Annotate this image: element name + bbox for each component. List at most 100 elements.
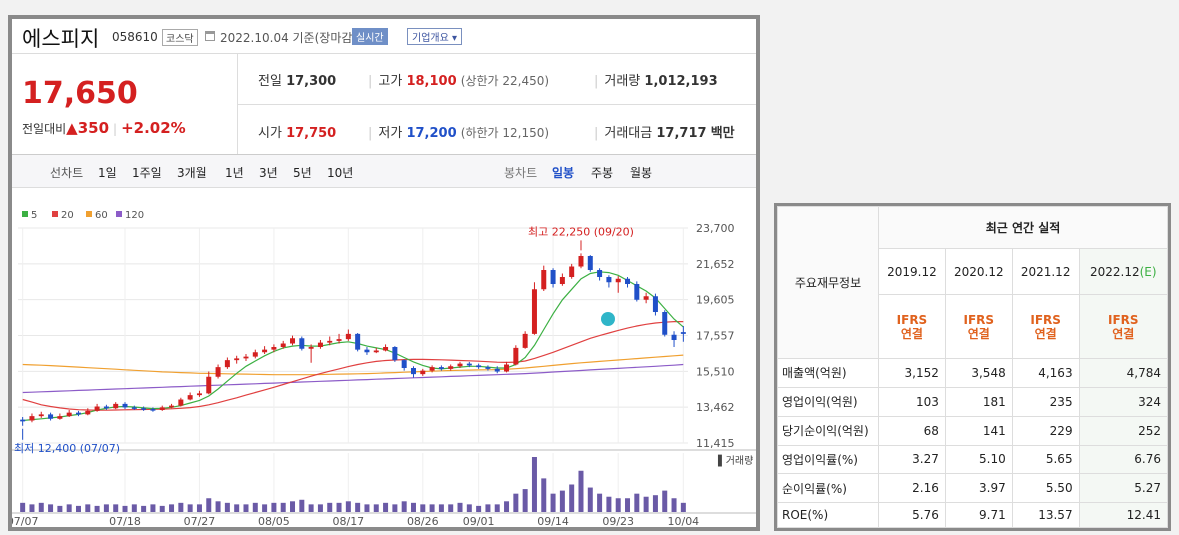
table-cell: 4,784	[1078, 357, 1169, 388]
low-price: | 저가 17,200 (하한가 12,150)	[368, 126, 550, 141]
candle-body	[252, 352, 258, 357]
candle-body	[159, 407, 165, 411]
amount-label: 거래대금	[604, 126, 653, 141]
volume-bar	[345, 501, 351, 512]
candle-body	[94, 406, 100, 411]
y-tick-label: 23,700	[696, 222, 735, 235]
company-overview-dropdown[interactable]: 기업개요 ▾	[407, 28, 463, 45]
volume-label: ▌거래량	[717, 454, 753, 467]
volume-bar	[271, 502, 277, 512]
basis-cell: IFRS 연결	[878, 294, 946, 359]
change-label: 전일대비	[22, 122, 67, 136]
volume-bar	[504, 501, 510, 512]
market-badge: 코스닥	[162, 29, 198, 46]
tab-10y[interactable]: 10년	[327, 166, 354, 180]
volume-bar	[383, 502, 389, 512]
max-price-label: 최고 22,250 (09/20)	[528, 225, 634, 238]
x-tick-label: 10/04	[667, 515, 699, 527]
volume-value: 1,012,193	[644, 74, 718, 89]
cursor-icon	[601, 312, 615, 326]
tab-daily[interactable]: 일봉	[552, 166, 575, 180]
tab-weekly[interactable]: 주봉	[591, 166, 614, 180]
volume-bar	[494, 504, 500, 512]
volume-bar	[522, 489, 528, 512]
high-label: 고가	[378, 74, 403, 89]
candle-body	[262, 349, 268, 353]
volume-bar	[85, 504, 91, 512]
prev-value: 17,300	[286, 74, 337, 89]
volume-bar	[587, 487, 593, 512]
volume-bar	[578, 470, 584, 512]
change-percent: +2.02%	[121, 119, 186, 137]
basis-cell: IFRS 연결	[1078, 294, 1169, 359]
open-price: 시가 17,750	[258, 122, 336, 141]
realtime-button[interactable]: 실시간	[352, 28, 388, 45]
candle-body	[131, 407, 137, 409]
volume-bar	[355, 502, 361, 512]
tab-line-chart[interactable]: 선차트	[50, 166, 84, 180]
low-value: 17,200	[406, 126, 457, 141]
table-row: 매출액(억원) 3,152 3,548 4,163 4,784	[777, 357, 1169, 388]
volume-bar	[29, 504, 35, 512]
tab-candle-chart[interactable]: 봉차트	[504, 166, 538, 180]
financials-title: 최근 연간 실적	[878, 206, 1168, 249]
volume-bar	[671, 498, 677, 512]
tab-monthly[interactable]: 월봉	[630, 166, 653, 180]
volume-bar	[625, 498, 631, 512]
tab-3y[interactable]: 3년	[259, 166, 278, 180]
volume-bar	[103, 504, 109, 512]
calendar-icon	[205, 31, 215, 41]
candle-body	[550, 270, 556, 285]
y-tick-label: 21,652	[696, 258, 735, 271]
tab-1y[interactable]: 1년	[225, 166, 244, 180]
tab-1d[interactable]: 1일	[98, 166, 117, 180]
candle-body	[680, 332, 686, 334]
volume-bar	[252, 502, 258, 512]
candle-body	[485, 367, 491, 369]
candle-body	[308, 347, 314, 349]
tab-1w[interactable]: 1주일	[132, 166, 162, 180]
up-arrow-icon: ▲	[66, 119, 78, 137]
volume-bar	[680, 502, 686, 512]
candle-body	[401, 360, 407, 369]
candle-body	[206, 376, 212, 394]
legend-label: 120	[125, 210, 144, 221]
basis-cell: IFRS 연결	[1011, 294, 1080, 359]
candle-body	[243, 356, 249, 359]
volume-bar	[280, 502, 286, 512]
candle-body	[587, 256, 593, 271]
table-cell: 12.41	[1078, 502, 1169, 528]
legend-swatch	[22, 211, 28, 217]
tab-5y[interactable]: 5년	[293, 166, 312, 180]
candlestick-chart: 23,700 21,652 19,605 17,557 15,510 13,462 11,4…	[7, 188, 756, 528]
stock-name: 에스피지	[22, 27, 100, 51]
candle-body	[169, 405, 175, 408]
volume-bar	[262, 504, 268, 512]
volume-bar	[113, 504, 119, 512]
candle-body	[215, 367, 221, 377]
candle-body	[196, 393, 202, 396]
prev-label: 전일	[258, 74, 282, 89]
candle-body	[513, 347, 519, 365]
volume-bar	[215, 501, 221, 512]
volume-bar	[48, 504, 54, 512]
row-label: ROE(%)	[777, 502, 879, 528]
volume-bar	[401, 501, 407, 512]
tab-3m[interactable]: 3개월	[177, 166, 207, 180]
candle-body	[150, 409, 156, 411]
candle-body	[652, 296, 658, 313]
y-tick-label: 13,462	[696, 401, 735, 414]
row-label: 영업이익률(%)	[777, 444, 879, 475]
candle-body	[615, 278, 621, 283]
amount-value: 17,717	[656, 126, 707, 141]
legend-label: 5	[31, 210, 37, 221]
candle-body	[29, 416, 35, 421]
table-cell: 5.76	[878, 502, 946, 528]
table-cell: 3,152	[878, 357, 946, 388]
candle-body	[634, 284, 640, 300]
candle-body	[141, 408, 147, 410]
year-header-estimate: 2022.12(E)	[1078, 247, 1169, 296]
table-cell: 6.76	[1078, 444, 1169, 475]
table-row: 순이익률(%) 2.16 3.97 5.50 5.27	[777, 473, 1169, 504]
prev-close: 전일 17,300	[258, 70, 336, 89]
